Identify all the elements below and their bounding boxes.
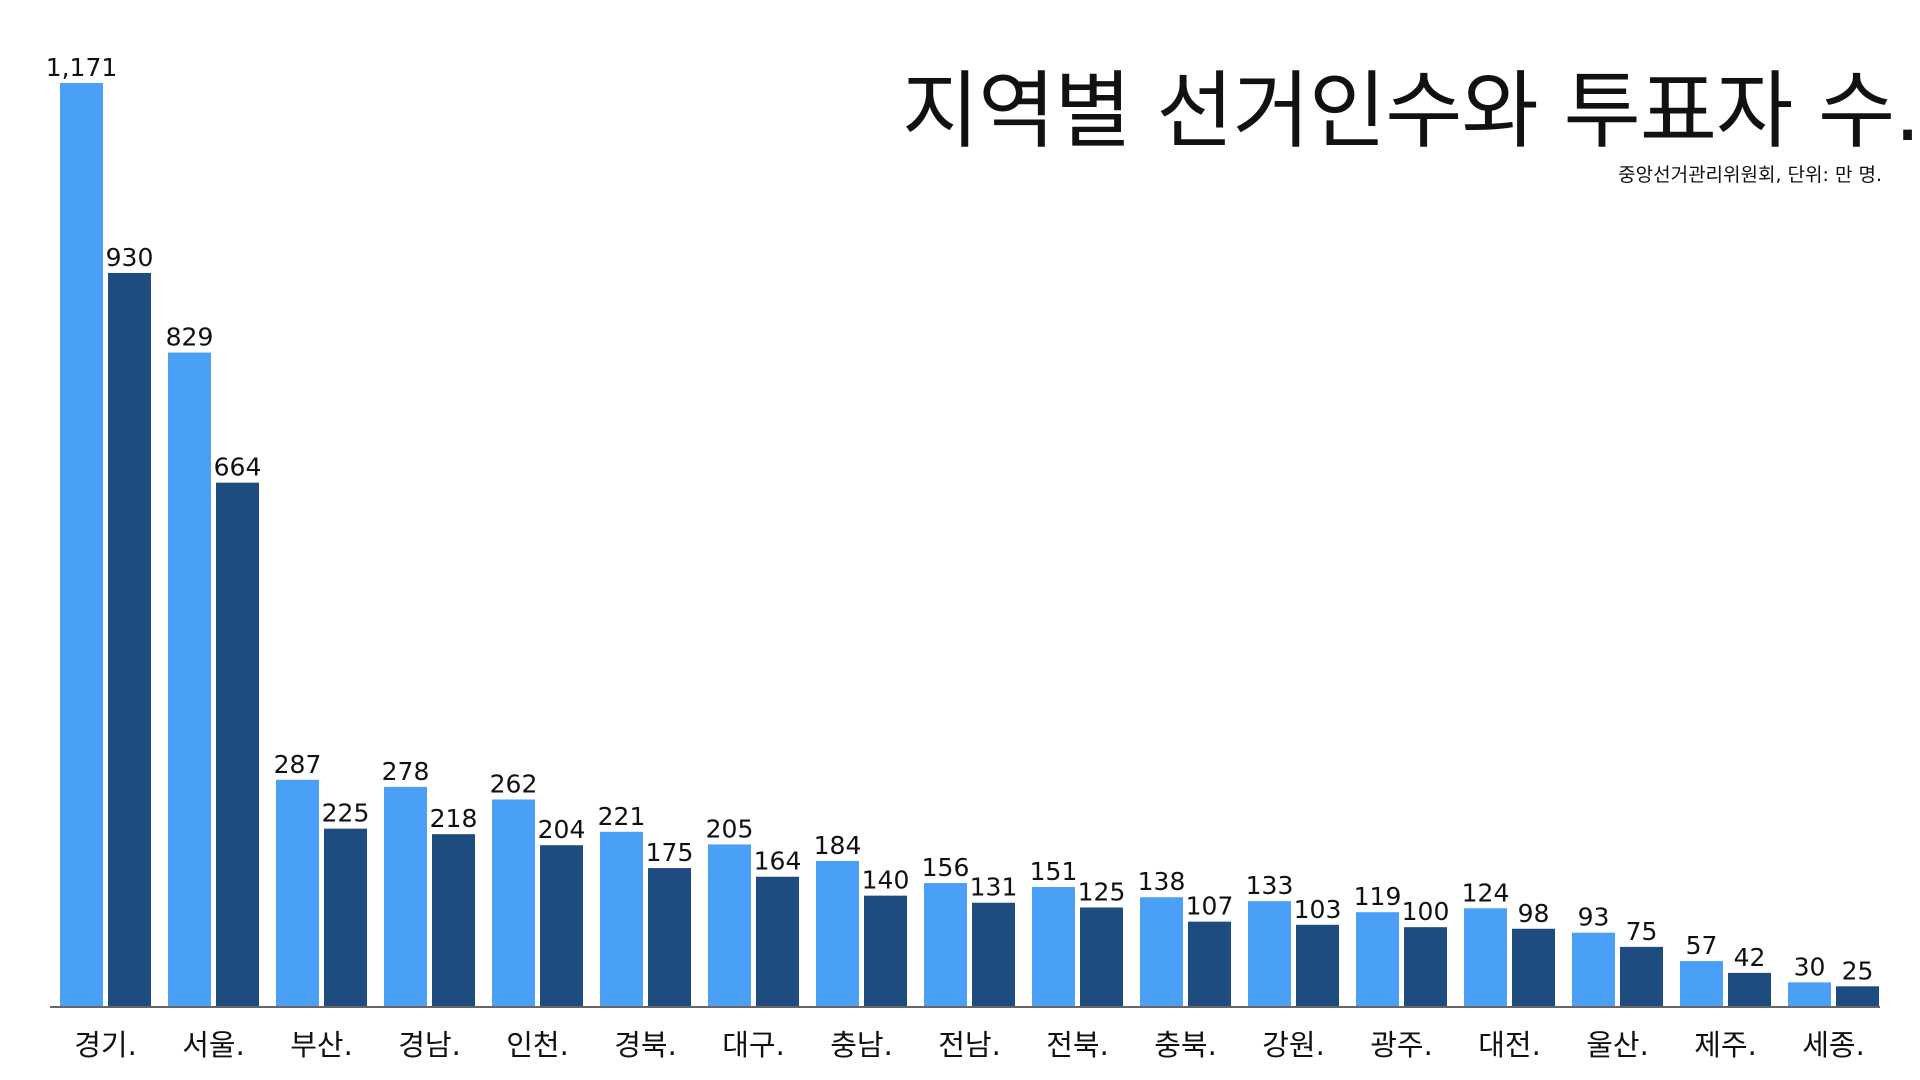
bar-s1-8 [924,883,967,1006]
bar-s2-16 [1836,986,1879,1006]
data-label-s2-11: 103 [1294,895,1342,924]
data-label-s2-4: 204 [538,815,586,844]
category-label-3: 경남. [398,1028,461,1062]
bar-s1-1 [168,352,211,1007]
data-label-s2-0: 930 [106,243,154,272]
bar-s2-3 [432,834,475,1006]
data-label-s1-15: 57 [1686,931,1718,960]
bar-s1-5 [600,831,643,1006]
bar-s1-14 [1572,932,1615,1006]
bar-s2-13 [1512,928,1555,1006]
data-label-s1-14: 93 [1578,903,1610,932]
data-label-s1-5: 221 [598,802,646,831]
category-label-12: 광주. [1370,1028,1433,1062]
category-label-6: 대구. [722,1028,785,1062]
bar-s2-11 [1296,924,1339,1006]
bar-s2-4 [540,845,583,1006]
data-label-s1-3: 278 [382,757,430,786]
category-label-2: 부산. [290,1028,353,1062]
data-label-s1-8: 156 [922,853,970,882]
bar-s1-16 [1788,982,1831,1006]
bar-s2-2 [324,828,367,1006]
category-label-13: 대전. [1478,1028,1541,1062]
data-label-s2-2: 225 [322,799,370,828]
data-label-s2-15: 42 [1734,943,1766,972]
bar-s2-9 [1080,907,1123,1006]
bar-s2-7 [864,895,907,1006]
data-label-s1-11: 133 [1246,871,1294,900]
category-label-8: 전남. [938,1028,1001,1062]
data-label-s2-8: 131 [970,873,1018,902]
data-label-s1-7: 184 [814,831,862,860]
data-label-s1-4: 262 [490,769,538,798]
data-label-s2-10: 107 [1186,892,1234,921]
category-label-16: 세종. [1802,1028,1865,1062]
bar-s1-15 [1680,961,1723,1006]
category-label-9: 전북. [1046,1028,1109,1062]
bar-s1-13 [1464,908,1507,1006]
data-label-s2-5: 175 [646,838,694,867]
bar-s1-10 [1140,897,1183,1006]
data-label-s1-6: 205 [706,814,754,843]
bar-s1-0 [60,83,103,1006]
category-label-1: 서울. [182,1028,245,1062]
bar-s2-0 [108,272,151,1007]
data-label-s2-12: 100 [1402,897,1450,926]
data-label-s1-9: 151 [1030,857,1078,886]
data-label-s1-10: 138 [1138,867,1186,896]
data-label-s2-6: 164 [754,847,802,876]
data-label-s1-1: 829 [166,323,214,352]
bar-s1-6 [708,844,751,1006]
bar-s2-8 [972,902,1015,1006]
bar-s1-7 [816,860,859,1006]
category-label-0: 경기. [74,1028,137,1062]
category-label-11: 강원. [1262,1028,1325,1062]
data-label-s1-0: 1,171 [46,53,118,82]
data-label-s2-13: 98 [1518,899,1550,928]
category-label-15: 제주. [1694,1028,1757,1062]
category-label-10: 충북. [1154,1028,1217,1062]
bar-s2-5 [648,868,691,1006]
data-label-s2-7: 140 [862,866,910,895]
bar-s1-4 [492,799,535,1006]
data-label-s2-1: 664 [214,453,262,482]
category-label-4: 인천. [506,1028,569,1062]
bar-s2-6 [756,876,799,1006]
bar-s2-10 [1188,921,1231,1006]
bars-layer [60,83,1879,1007]
bar-s1-11 [1248,901,1291,1006]
bar-s2-1 [216,482,259,1006]
chart-subtitle: 중앙선거관리위원회, 단위: 만 명. [1618,164,1882,186]
data-label-s1-12: 119 [1354,882,1402,911]
bar-s2-12 [1404,927,1447,1006]
data-label-s2-9: 125 [1078,877,1126,906]
data-label-s2-3: 218 [430,804,478,833]
category-label-7: 충남. [830,1028,893,1062]
category-label-5: 경북. [614,1028,677,1062]
data-label-s1-2: 287 [274,750,322,779]
bar-s1-12 [1356,912,1399,1006]
bar-s1-9 [1032,886,1075,1006]
bar-s2-14 [1620,946,1663,1006]
bar-s1-3 [384,786,427,1006]
category-label-14: 울산. [1586,1028,1649,1062]
data-label-s1-13: 124 [1462,878,1510,907]
bar-s1-2 [276,779,319,1006]
chart-title: 지역별 선거인수와 투표자 수. [901,62,1920,160]
data-label-s2-14: 75 [1626,917,1658,946]
bar-s2-15 [1728,972,1771,1006]
data-label-s2-16: 25 [1842,956,1874,985]
data-label-s1-16: 30 [1794,952,1826,981]
